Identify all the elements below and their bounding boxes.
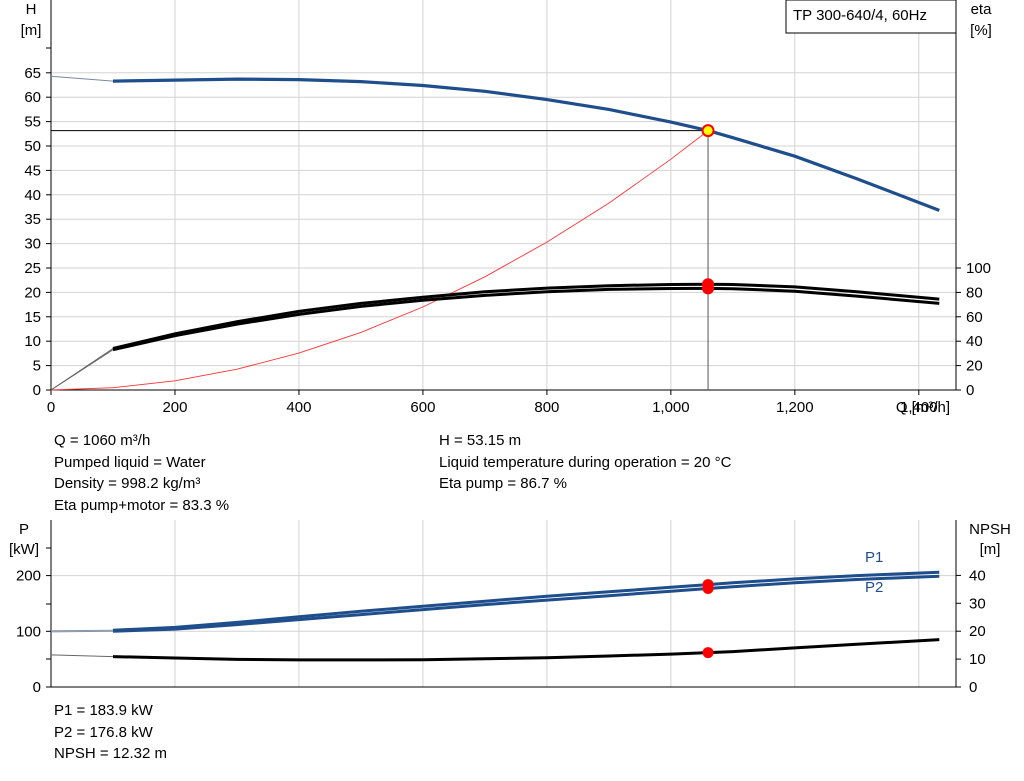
info-p2: P2 = 176.8 kW — [54, 723, 153, 741]
y-left-tick-label: 15 — [24, 309, 41, 326]
info-eta-pump: Eta pump = 86.7 % — [439, 475, 567, 492]
info-flow: Q = 1060 m³/h — [54, 432, 151, 449]
info-head: H = 53.15 m — [439, 432, 522, 449]
y-left-tick-label: 30 — [24, 236, 41, 253]
y-left-tick-label: 0 — [33, 382, 41, 399]
head-curve-extrapolated — [50, 75, 114, 82]
y-right-axis-label: NPSH — [969, 521, 1011, 538]
p2-duty-point — [702, 583, 714, 595]
info-p1: P1 = 183.9 kW — [54, 702, 153, 719]
y-right-tick-label: 20 — [969, 623, 986, 640]
y-left-axis-unit: [m] — [21, 22, 42, 39]
npsh-curve — [112, 638, 940, 662]
info-right: H = 53.15 m Liquid temperature during op… — [439, 430, 731, 495]
y-right-axis-unit: [m] — [980, 541, 1001, 558]
npsh-curve-extrapolated — [50, 654, 114, 658]
y-left-tick-label: 200 — [16, 568, 41, 585]
x-tick-label: 800 — [534, 399, 559, 416]
power-curve-extrapolated — [50, 630, 114, 633]
y-right-tick-label: 10 — [969, 651, 986, 668]
y-left-tick-label: 60 — [24, 89, 41, 106]
y-left-tick-label: 5 — [33, 358, 41, 375]
title-box — [785, 0, 957, 34]
info-pumped-liquid: Pumped liquid = Water — [54, 453, 206, 471]
y-right-tick-label: 0 — [969, 679, 977, 696]
y-left-tick-label: 35 — [24, 211, 41, 228]
system-curve — [50, 130, 709, 391]
y-left-tick-label: 55 — [24, 114, 41, 131]
y-right-tick-label: 60 — [966, 309, 983, 326]
eta-duty-point — [702, 282, 715, 295]
info-density: Density = 998.2 kg/m³ — [54, 475, 201, 492]
y-left-tick-label: 45 — [24, 162, 41, 179]
x-tick-label: 400 — [286, 399, 311, 416]
y-right-axis-label: eta — [971, 1, 993, 18]
y-right-tick-label: 40 — [966, 333, 983, 350]
x-tick-label: 600 — [410, 399, 435, 416]
y-right-axis-unit: [%] — [970, 22, 992, 39]
info-npsh: NPSH = 12.32 m — [54, 745, 167, 762]
info-eta-pump-motor: Eta pump+motor = 83.3 % — [54, 496, 230, 514]
info-left: Q = 1060 m³/h Pumped liquid = Water Dens… — [54, 430, 229, 516]
y-right-tick-label: 100 — [966, 260, 991, 277]
y-left-tick-label: 20 — [24, 284, 41, 301]
y-left-axis-unit: [kW] — [9, 541, 39, 558]
y-left-tick-label: 65 — [24, 65, 41, 82]
y-left-tick-label: 100 — [16, 623, 41, 640]
info-bottom: P1 = 183.9 kW P2 = 176.8 kW NPSH = 12.32… — [54, 700, 167, 765]
eta-pump-curve — [112, 282, 940, 350]
x-axis-label: Q [m³/h] — [896, 399, 950, 416]
y-left-tick-label: 40 — [24, 187, 41, 204]
p1-curve — [112, 570, 940, 632]
p2-series-label: P2 — [865, 579, 883, 596]
y-right-tick-label: 40 — [969, 567, 986, 584]
y-left-tick-label: 25 — [24, 260, 41, 277]
npsh-duty-point — [702, 647, 714, 659]
x-tick-label: 1,000 — [652, 399, 690, 416]
chart-title: TP 300-640/4, 60Hz — [793, 7, 927, 24]
info-liquid-temperature: Liquid temperature during operation = 20… — [439, 453, 732, 471]
x-tick-label: 200 — [162, 399, 187, 416]
y-left-tick-label: 0 — [33, 679, 41, 696]
eta-pump-motor-curve — [112, 286, 940, 352]
p2-curve — [112, 574, 940, 633]
y-left-axis-label: P — [19, 521, 29, 538]
p1-series-label: P1 — [865, 549, 883, 566]
x-tick-label: 1,400 — [900, 399, 938, 416]
y-left-tick-label: 50 — [24, 138, 41, 155]
power-curve-extrapolated — [50, 629, 114, 632]
y-left-axis-label: H — [26, 1, 37, 18]
eta-curve-extrapolated — [50, 349, 114, 391]
head-curve — [112, 77, 940, 212]
y-right-tick-label: 80 — [966, 284, 983, 301]
x-tick-label: 0 — [47, 399, 55, 416]
y-right-tick-label: 0 — [966, 382, 974, 399]
y-right-tick-label: 30 — [969, 595, 986, 612]
y-left-tick-label: 10 — [24, 333, 41, 350]
x-tick-label: 1,200 — [776, 399, 814, 416]
duty-point — [701, 124, 715, 138]
y-right-tick-label: 20 — [966, 358, 983, 375]
